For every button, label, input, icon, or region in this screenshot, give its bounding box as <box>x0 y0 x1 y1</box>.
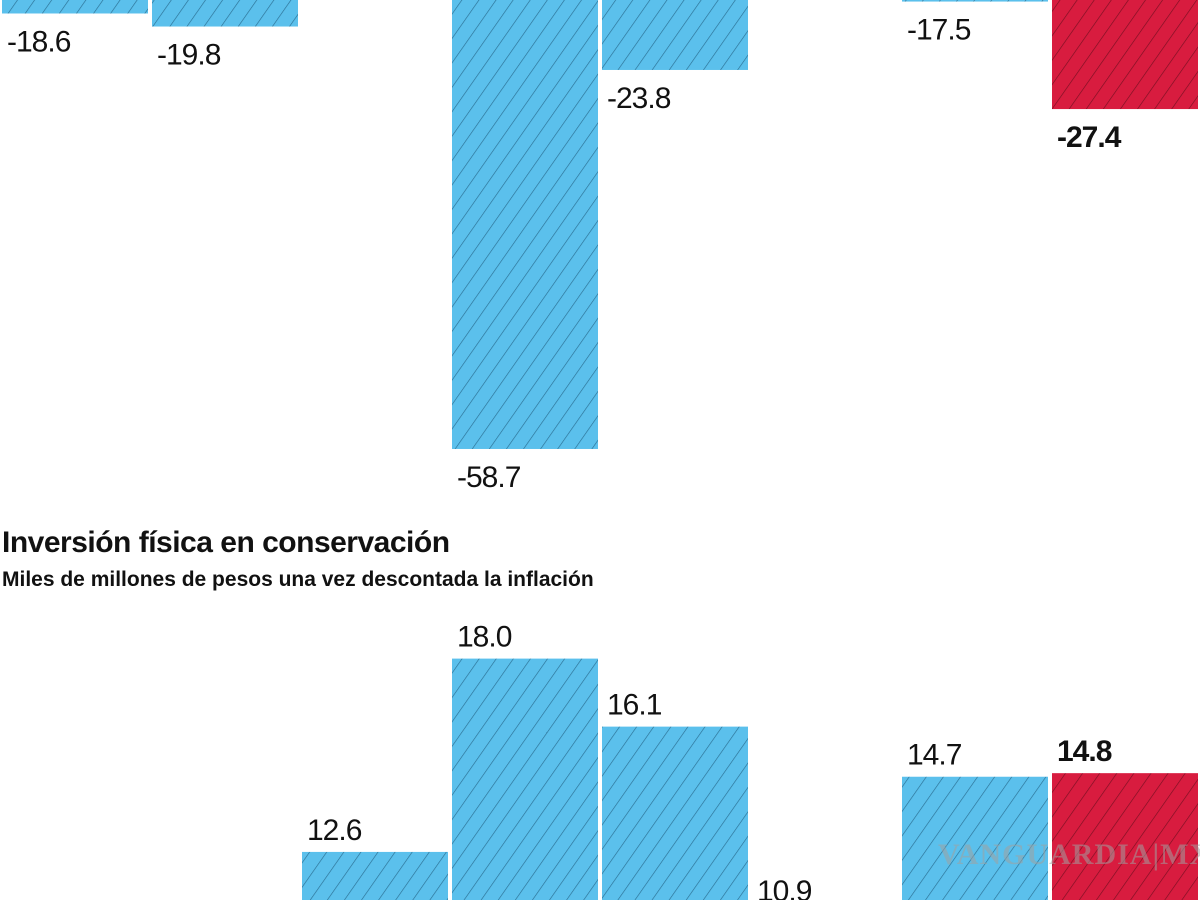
data-label: 16.1 <box>607 689 662 722</box>
data-label: -19.8 <box>157 39 221 72</box>
bar <box>152 0 298 27</box>
top-bar-chart: -18.6 -19.8 -58.7 -23.8 -17.5 -27.4 <box>2 0 1198 494</box>
chart-subtitle: Miles de millones de pesos una vez desco… <box>2 568 594 591</box>
data-label: 18.0 <box>457 621 512 654</box>
bar <box>2 0 148 14</box>
bar <box>302 851 448 900</box>
data-label: 10.9 <box>757 875 812 900</box>
chart-title: Inversión física en conservación <box>2 526 450 559</box>
data-label: -58.7 <box>457 461 521 494</box>
data-label: 14.7 <box>907 739 962 772</box>
bar <box>902 0 1048 2</box>
data-label: -17.5 <box>907 14 971 47</box>
bar <box>602 0 748 70</box>
bar <box>452 0 598 449</box>
bottom-bar-chart: 12.6 18.0 16.1 10.9 14.7 14.8 <box>302 621 1198 900</box>
data-label: -23.8 <box>607 82 671 115</box>
data-label: -18.6 <box>7 25 71 58</box>
data-label: -27.4 <box>1057 121 1122 154</box>
data-label: 14.8 <box>1057 735 1112 768</box>
bar <box>902 776 1048 900</box>
data-label: 12.6 <box>307 814 362 847</box>
bar-highlight <box>1052 773 1198 900</box>
watermark-logo: VANGUARDIA|MX <box>938 838 1200 871</box>
bar <box>602 726 748 900</box>
bar <box>452 658 598 900</box>
bar-highlight <box>1052 0 1198 110</box>
